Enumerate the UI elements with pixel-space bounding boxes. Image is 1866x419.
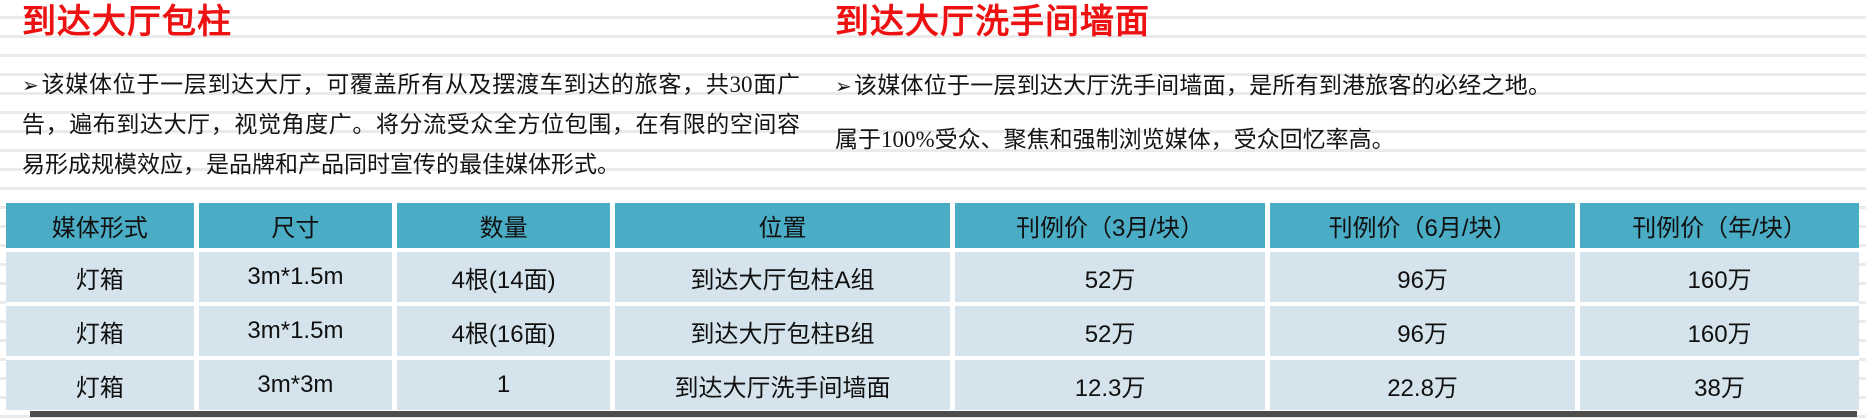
- cell-quantity: 1: [397, 360, 610, 410]
- column-header-location: 位置: [614, 203, 951, 248]
- section-title-left: 到达大厅包柱: [22, 3, 232, 41]
- column-header-size: 尺寸: [198, 203, 393, 248]
- bullet-arrow-icon: ➢: [22, 72, 39, 97]
- cell-location: 到达大厅包柱B组: [614, 306, 951, 356]
- column-header-price-3month: 刊例价（3月/块）: [955, 203, 1266, 248]
- cell-price-3month: 52万: [955, 306, 1266, 356]
- cell-location: 到达大厅洗手间墙面: [614, 360, 951, 410]
- cell-price-year: 38万: [1580, 360, 1859, 410]
- column-header-price-6month: 刊例价（6月/块）: [1270, 203, 1576, 248]
- table-row: 灯箱 3m*1.5m 4根(16面) 到达大厅包柱B组 52万 96万 160万: [6, 306, 1859, 356]
- cell-quantity: 4根(14面): [397, 252, 610, 302]
- cell-price-6month: 96万: [1270, 306, 1576, 356]
- cell-price-3month: 12.3万: [955, 360, 1266, 410]
- column-header-quantity: 数量: [397, 203, 610, 248]
- section-body-left: ➢该媒体位于一层到达大厅，可覆盖所有从及摆渡车到达的旅客，共30面广告，遍布到达…: [22, 65, 800, 185]
- bullet-arrow-icon: ➢: [835, 73, 852, 98]
- column-header-media-type: 媒体形式: [6, 203, 194, 248]
- cell-media-type: 灯箱: [6, 306, 194, 356]
- section-body-left-text: 该媒体位于一层到达大厅，可覆盖所有从及摆渡车到达的旅客，共30面广告，遍布到达大…: [22, 71, 800, 177]
- section-right: 到达大厅洗手间墙面 ➢该媒体位于一层到达大厅洗手间墙面，是所有到港旅客的必经之地…: [835, 2, 1551, 166]
- cell-price-6month: 96万: [1270, 252, 1576, 302]
- bottom-divider-bar: [30, 411, 1857, 417]
- section-title-right: 到达大厅洗手间墙面: [835, 3, 1150, 41]
- media-price-table: 媒体形式 尺寸 数量 位置 刊例价（3月/块） 刊例价（6月/块） 刊例价（年/…: [6, 203, 1859, 410]
- table-header-row: 媒体形式 尺寸 数量 位置 刊例价（3月/块） 刊例价（6月/块） 刊例价（年/…: [6, 203, 1859, 248]
- section-body-right: ➢该媒体位于一层到达大厅洗手间墙面，是所有到港旅客的必经之地。属于100%受众、…: [835, 59, 1551, 166]
- cell-size: 3m*1.5m: [198, 306, 393, 356]
- cell-media-type: 灯箱: [6, 252, 194, 302]
- cell-price-year: 160万: [1580, 306, 1859, 356]
- cell-location: 到达大厅包柱A组: [614, 252, 951, 302]
- section-left: 到达大厅包柱 ➢该媒体位于一层到达大厅，可覆盖所有从及摆渡车到达的旅客，共30面…: [22, 2, 800, 185]
- table-row: 灯箱 3m*1.5m 4根(14面) 到达大厅包柱A组 52万 96万 160万: [6, 252, 1859, 302]
- cell-size: 3m*1.5m: [198, 252, 393, 302]
- cell-price-year: 160万: [1580, 252, 1859, 302]
- cell-price-6month: 22.8万: [1270, 360, 1576, 410]
- cell-price-3month: 52万: [955, 252, 1266, 302]
- cell-media-type: 灯箱: [6, 360, 194, 410]
- cell-size: 3m*3m: [198, 360, 393, 410]
- column-header-price-year: 刊例价（年/块）: [1580, 203, 1859, 248]
- section-body-right-text: 该媒体位于一层到达大厅洗手间墙面，是所有到港旅客的必经之地。属于100%受众、聚…: [835, 72, 1551, 152]
- cell-quantity: 4根(16面): [397, 306, 610, 356]
- table-row: 灯箱 3m*3m 1 到达大厅洗手间墙面 12.3万 22.8万 38万: [6, 360, 1859, 410]
